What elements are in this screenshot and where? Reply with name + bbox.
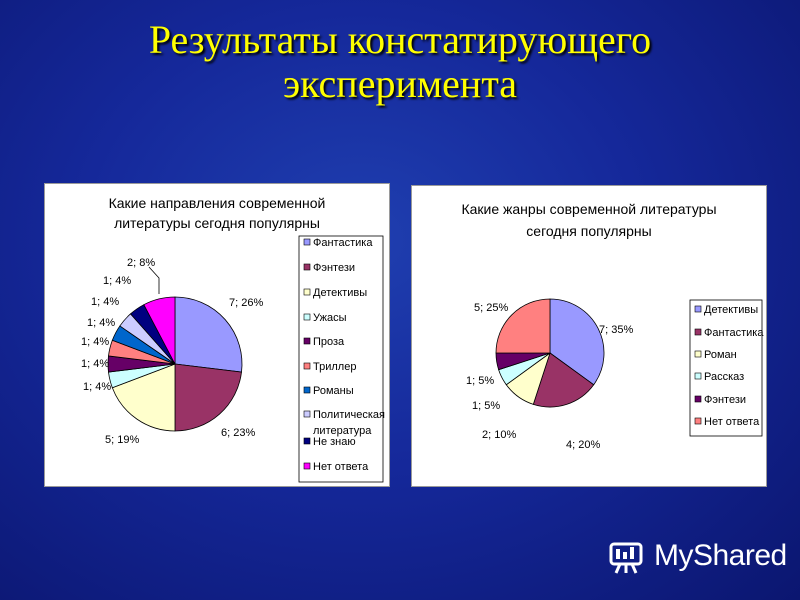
pie-slice-нет-ответа	[143, 296, 176, 365]
chart-panel-genres: Какие жанры современной литературы сегодн…	[411, 185, 767, 487]
data-label-ужасы: 1; 4%	[83, 381, 111, 393]
slide-title: Результаты констатирующего эксперимента	[148, 17, 652, 106]
legend-box	[298, 235, 384, 483]
legend-swatch-фантастика	[303, 238, 311, 246]
legend-label-нет-ответа: Нет ответа	[704, 416, 760, 428]
data-label-фантастика: 4; 20%	[566, 439, 600, 451]
chart-title-line-2: сегодня популярны	[526, 223, 651, 239]
data-label-политическая-литература: 1; 4%	[91, 296, 119, 308]
pie-slice-детективы	[111, 363, 176, 432]
data-label-детективы: 5; 19%	[105, 434, 139, 446]
legend-label-романы: Романы	[313, 385, 354, 397]
legend-label-фантастика: Фантастика	[313, 237, 373, 249]
legend-swatch-детективы	[694, 305, 702, 313]
pie-slice-фантастика	[174, 296, 243, 373]
pie-slice-детективы	[549, 298, 605, 386]
legend-box	[689, 299, 763, 437]
legend-swatch-романы	[303, 386, 311, 394]
legend-label-фэнтези: Фэнтези	[704, 394, 746, 406]
legend-label-ужасы: Ужасы	[313, 312, 347, 324]
legend-swatch-роман	[694, 350, 702, 358]
legend-label-политическая-литература: Политическая литература	[313, 409, 385, 437]
legend-label-фантастика: Фантастика	[704, 327, 764, 339]
legend-swatch-не-знаю	[303, 437, 311, 445]
watermark-text: MyShared	[654, 539, 787, 572]
legend-label-детективы: Детективы	[313, 287, 367, 299]
chart-panel-directions: Какие направления современной литературы …	[44, 183, 390, 487]
pie-slice-нет-ответа	[495, 298, 551, 354]
leader-line	[148, 266, 160, 294]
legend-label-детективы: Детективы	[704, 304, 758, 316]
data-label-фэнтези: 6; 23%	[221, 427, 255, 439]
data-label-триллер: 1; 4%	[81, 336, 109, 348]
legend-swatch-фантастика	[694, 328, 702, 336]
legend-swatch-триллер	[303, 362, 311, 370]
pie-chart-genres: Какие жанры современной литературы сегодн…	[461, 201, 764, 451]
data-label-фантастика: 7; 26%	[229, 297, 263, 309]
legend-label-рассказ: Рассказ	[704, 371, 744, 383]
legend-label-нет-ответа: Нет ответа	[313, 461, 369, 473]
legend-swatch-нет-ответа	[694, 417, 702, 425]
chart-title-line-2: литературы сегодня популярны	[114, 215, 320, 231]
legend-swatch-ужасы	[303, 313, 311, 321]
legend-swatch-политическая-литература	[303, 410, 311, 418]
legend-swatch-детективы	[303, 288, 311, 296]
pie-chart-directions: Какие направления современной литературы …	[81, 195, 385, 483]
legend-label-триллер: Триллер	[313, 361, 356, 373]
data-label-нет-ответа: 2; 8%	[127, 257, 155, 269]
data-label-проза: 1; 4%	[81, 358, 109, 370]
data-label-рассказ: 1; 5%	[472, 400, 500, 412]
chart-title-line-1: Какие направления современной	[109, 195, 326, 211]
legend-swatch-фэнтези	[694, 395, 702, 403]
data-label-фэнтези: 1; 5%	[466, 375, 494, 387]
data-label-романы: 1; 4%	[87, 317, 115, 329]
data-label-нет-ответа: 5; 25%	[474, 302, 508, 314]
legend-swatch-нет-ответа	[303, 462, 311, 470]
data-label-роман: 2; 10%	[482, 429, 516, 441]
pie-slice-фантастика	[532, 352, 595, 408]
legend-swatch-рассказ	[694, 372, 702, 380]
data-label-не-знаю: 1; 4%	[103, 275, 131, 287]
presentation-icon	[609, 542, 643, 574]
legend-label-не-знаю: Не знаю	[313, 436, 356, 448]
watermark: MyShared	[608, 536, 787, 576]
data-label-детективы: 7; 35%	[599, 324, 633, 336]
chart-title-line-1: Какие жанры современной литературы	[461, 201, 716, 217]
legend-label-фэнтези: Фэнтези	[313, 262, 355, 274]
pie-slice-фэнтези	[174, 363, 242, 432]
legend-label-роман: Роман	[704, 349, 737, 361]
legend-swatch-фэнтези	[303, 263, 311, 271]
legend-label-проза: Проза	[313, 336, 345, 348]
legend-swatch-проза	[303, 337, 311, 345]
